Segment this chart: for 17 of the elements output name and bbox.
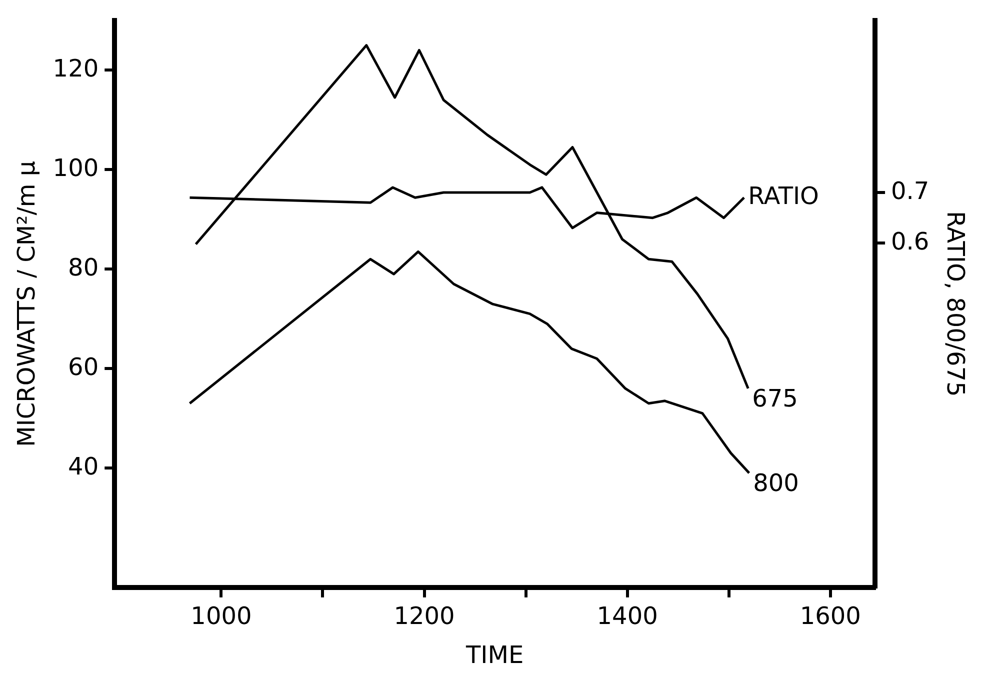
x-axis-title: TIME — [465, 640, 524, 669]
series-label: 675 — [752, 384, 798, 413]
series-label: RATIO — [748, 182, 819, 210]
y2-tick-label: 0.6 — [891, 227, 930, 256]
y-tick-label: 40 — [68, 452, 99, 480]
x-tick-label: 1400 — [596, 602, 658, 630]
x-tick-label: 1000 — [190, 602, 252, 630]
y-axis-title: MICROWATTS / CM²/m µ — [12, 160, 41, 447]
series-label: 800 — [753, 469, 799, 498]
x-tick-label: 1200 — [394, 602, 455, 630]
y-tick-label: 120 — [52, 54, 99, 82]
y-tick-label: 100 — [52, 154, 99, 182]
y2-tick-label: 0.7 — [891, 176, 930, 205]
y-tick-label: 60 — [68, 352, 99, 381]
y-tick-label: 80 — [68, 253, 99, 282]
x-tick-label: 1600 — [800, 602, 861, 630]
y2-axis-title: RATIO, 800/675 — [941, 210, 970, 397]
